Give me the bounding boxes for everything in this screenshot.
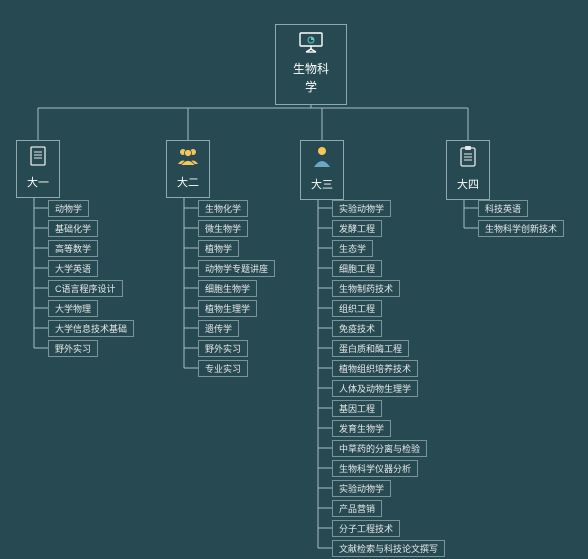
leaf-node: 免疫技术 bbox=[332, 320, 382, 337]
leaf-node: 基础化学 bbox=[48, 220, 98, 237]
branch-label: 大一 bbox=[27, 177, 49, 189]
leaf-node: 生物化学 bbox=[198, 200, 248, 217]
leaf-node: 生物科学仪器分析 bbox=[332, 460, 418, 477]
leaf-node: 动物学专题讲座 bbox=[198, 260, 275, 277]
leaf-node: C语言程序设计 bbox=[48, 280, 123, 297]
branch-label: 大四 bbox=[457, 179, 479, 191]
branch-node-y4: 大四 bbox=[446, 140, 490, 200]
leaf-node: 生态学 bbox=[332, 240, 373, 257]
leaf-node: 细胞生物学 bbox=[198, 280, 257, 297]
leaf-node: 微生物学 bbox=[198, 220, 248, 237]
leaf-node: 野外实习 bbox=[198, 340, 248, 357]
leaf-node: 动物学 bbox=[48, 200, 89, 217]
leaf-node: 科技英语 bbox=[478, 200, 528, 217]
branch-node-y2: 大二 bbox=[166, 140, 210, 198]
person-icon bbox=[312, 145, 332, 169]
org-chart-canvas: 生物科学 大一动物学基础化学高等数学大学英语 C语言程序设计大学物理大学信息技术基… bbox=[0, 0, 588, 559]
leaf-node: 野外实习 bbox=[48, 340, 98, 357]
leaf-node: 组织工程 bbox=[332, 300, 382, 317]
leaf-node: 蛋白质和酶工程 bbox=[332, 340, 409, 357]
leaf-node: 植物学 bbox=[198, 240, 239, 257]
branch-node-y3: 大三 bbox=[300, 140, 344, 200]
leaf-node: 实验动物学 bbox=[332, 200, 391, 217]
root-node: 生物科学 bbox=[275, 24, 347, 105]
presentation-icon bbox=[298, 31, 324, 53]
leaf-node: 中草药的分离与检验 bbox=[332, 440, 427, 457]
leaf-node: 产品营销 bbox=[332, 500, 382, 517]
branch-label: 大二 bbox=[177, 177, 199, 189]
branch-node-y1: 大一 bbox=[16, 140, 60, 198]
leaf-node: 发育生物学 bbox=[332, 420, 391, 437]
branch-label: 大三 bbox=[311, 179, 333, 191]
clipboard-icon bbox=[458, 145, 478, 169]
leaf-node: 植物组织培养技术 bbox=[332, 360, 418, 377]
leaf-node: 专业实习 bbox=[198, 360, 248, 377]
leaf-node: 生物制药技术 bbox=[332, 280, 400, 297]
leaf-node: 基因工程 bbox=[332, 400, 382, 417]
leaf-node: 分子工程技术 bbox=[332, 520, 400, 537]
leaf-node: 人体及动物生理学 bbox=[332, 380, 418, 397]
leaf-node: 高等数学 bbox=[48, 240, 98, 257]
document-icon bbox=[28, 145, 48, 167]
leaf-node: 大学物理 bbox=[48, 300, 98, 317]
leaf-node: 大学英语 bbox=[48, 260, 98, 277]
leaf-node: 实验动物学 bbox=[332, 480, 391, 497]
root-label: 生物科学 bbox=[293, 62, 329, 94]
leaf-node: 植物生理学 bbox=[198, 300, 257, 317]
people-icon bbox=[175, 145, 201, 167]
leaf-node: 细胞工程 bbox=[332, 260, 382, 277]
leaf-node: 遗传学 bbox=[198, 320, 239, 337]
leaf-node: 文献检索与科技论文撰写 bbox=[332, 540, 445, 557]
leaf-node: 大学信息技术基础 bbox=[48, 320, 134, 337]
leaf-node: 发酵工程 bbox=[332, 220, 382, 237]
leaf-node: 生物科学创新技术 bbox=[478, 220, 564, 237]
